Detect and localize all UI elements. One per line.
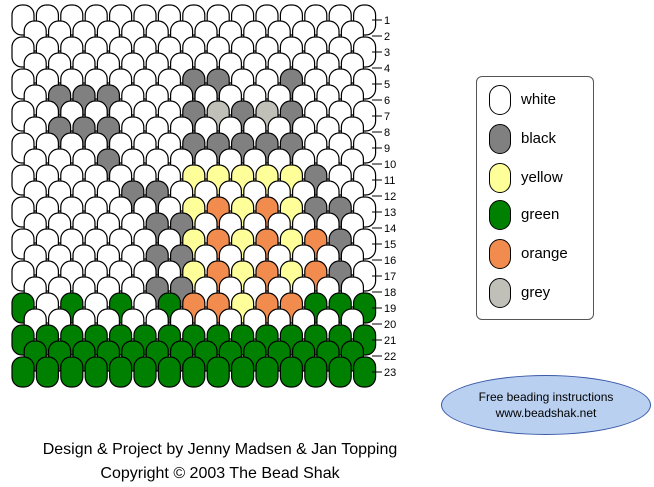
legend-item-yellow: yellow: [489, 163, 593, 193]
bead-icon: [157, 356, 181, 388]
row-number-label: 21: [384, 335, 396, 347]
color-legend: white black yellow green orange grey: [476, 76, 594, 320]
row-number-label: 1: [384, 15, 390, 27]
row-number-label: 16: [384, 255, 396, 267]
row-number-label: 15: [384, 239, 396, 251]
row-number-label: 3: [384, 47, 390, 59]
row-number-label: 7: [384, 111, 390, 123]
bead-icon: [328, 356, 352, 388]
row-number-label: 8: [384, 127, 390, 139]
bead-icon: [182, 356, 206, 388]
legend-label: green: [521, 206, 560, 223]
row-number-label: 13: [384, 207, 396, 219]
legend-label: black: [521, 130, 557, 147]
row-number-label: 6: [384, 95, 390, 107]
bead-icon: [304, 356, 328, 388]
row-number-label: 4: [384, 63, 390, 75]
row-number-label: 12: [384, 191, 396, 203]
legend-item-orange: orange: [489, 239, 593, 269]
info-line-1: Free beading instructions: [478, 390, 614, 404]
row-number-label: 17: [384, 271, 396, 283]
legend-swatch-orange-bead-icon: [489, 239, 511, 269]
row-number-label: 20: [384, 319, 396, 331]
row-number-label: 2: [384, 31, 390, 43]
legend-label: orange: [521, 245, 568, 262]
row-number-label: 22: [384, 351, 396, 363]
bead-icon: [84, 356, 108, 388]
row-number-label: 10: [384, 159, 396, 171]
legend-swatch-green-bead-icon: [489, 200, 511, 230]
bead-icon: [206, 356, 230, 388]
row-number-label: 9: [384, 143, 390, 155]
row-number-label: 5: [384, 79, 390, 91]
row-number-label: 11: [384, 175, 395, 187]
info-url: www.beadshak.net: [495, 406, 597, 420]
legend-item-grey: grey: [489, 278, 593, 308]
row-number-label: 18: [384, 287, 396, 299]
copyright-notice: Copyright © 2003 The Bead Shak: [100, 465, 340, 482]
legend-label: yellow: [521, 169, 563, 186]
bead-icon: [279, 356, 303, 388]
bead-icon: [11, 356, 35, 388]
bead-icon: [255, 356, 279, 388]
design-credit: Design & Project by Jenny Madsen & Jan T…: [42, 441, 398, 458]
legend-item-green: green: [489, 200, 593, 230]
row-number-label: 14: [384, 223, 396, 235]
bead-icon: [35, 356, 60, 388]
legend-item-black: black: [489, 124, 593, 154]
legend-label: white: [521, 91, 557, 108]
legend-swatch-black-bead-icon: [489, 124, 511, 154]
bead-icon: [60, 356, 84, 388]
legend-swatch-grey-bead-icon: [489, 278, 511, 308]
beading-instructions-link[interactable]: Free beading instructions www.beadshak.n…: [441, 375, 651, 435]
row-number-label: 19: [384, 303, 396, 315]
legend-item-white: white: [489, 85, 593, 115]
row-number-label: 23: [384, 367, 396, 379]
bead-icon: [108, 356, 133, 388]
legend-swatch-white-bead-icon: [489, 85, 511, 115]
bead-icon: [133, 356, 157, 388]
legend-swatch-yellow-bead-icon: [489, 163, 511, 193]
legend-label: grey: [521, 284, 551, 301]
bead-icon: [231, 356, 255, 388]
